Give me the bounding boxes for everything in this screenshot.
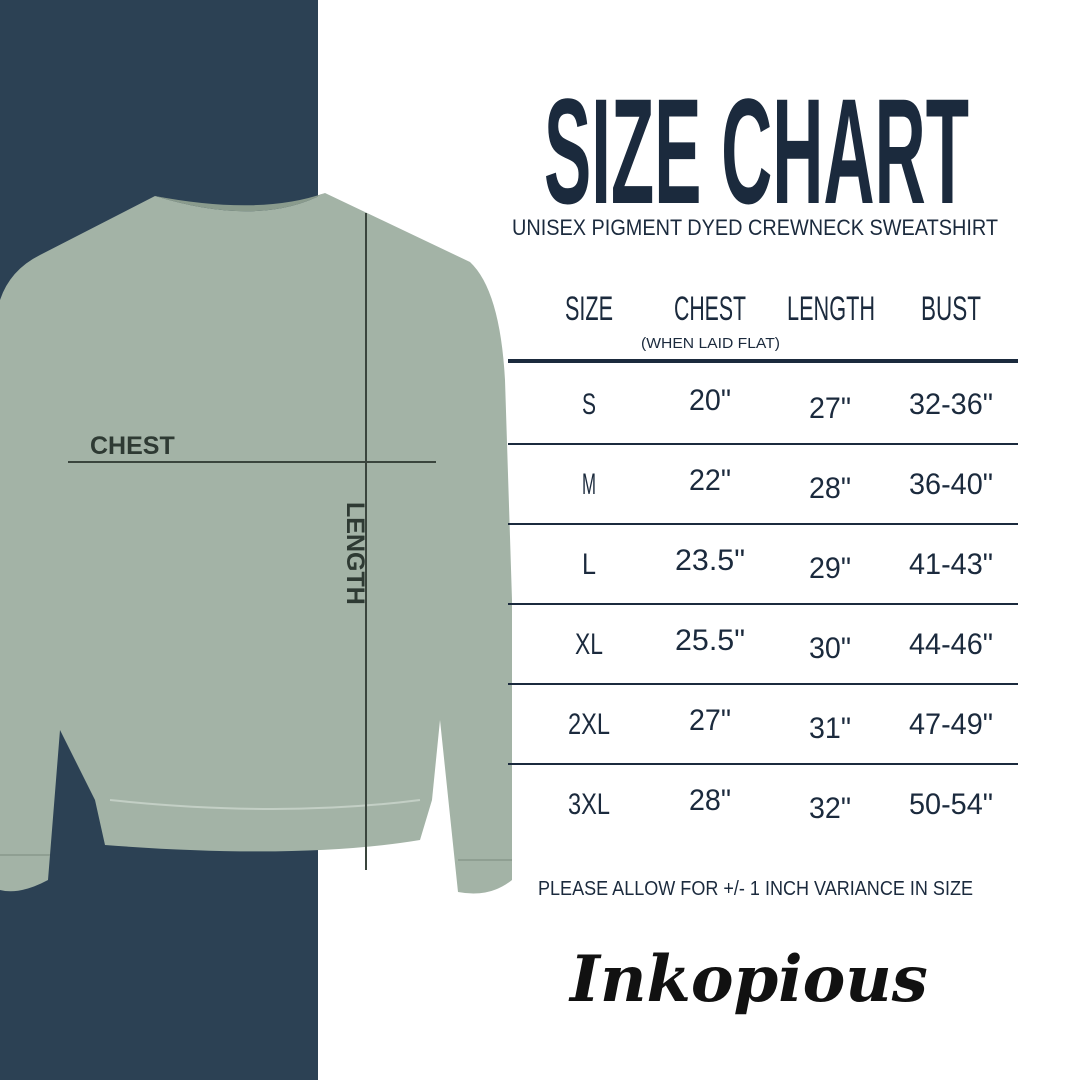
table-cell-size: S: [582, 388, 596, 421]
table-cell-size: 2XL: [568, 708, 610, 741]
table-cell-bust: 41-43": [909, 548, 993, 581]
table-cell-size: L: [582, 548, 596, 581]
sweatshirt-body: [0, 193, 512, 894]
table-cell-length: 27": [809, 392, 851, 425]
table-cell-chest: 28": [689, 784, 731, 817]
table-cell-size: XL: [575, 628, 603, 661]
header-bust: BUST: [921, 290, 981, 328]
table-cell-length: 31": [809, 712, 851, 745]
header-divider: [508, 359, 1018, 363]
size-table: SIZE CHEST LENGTH BUST (WHEN LAID FLAT) …: [508, 290, 1018, 825]
table-cell-bust: 32-36": [909, 388, 993, 421]
row-divider: [508, 763, 1018, 765]
table-cell-size: 3XL: [568, 788, 610, 821]
table-cell-bust: 44-46": [909, 628, 993, 661]
table-cell-bust: 47-49": [909, 708, 993, 741]
table-cell-bust: 50-54": [909, 788, 993, 821]
table-cell-chest: 25.5": [675, 624, 745, 657]
row-divider: [508, 523, 1018, 525]
sweatshirt-image: [0, 193, 512, 894]
length-label: LENGTH: [341, 502, 369, 605]
chest-note: (WHEN LAID FLAT): [641, 335, 780, 352]
table-cell-chest: 27": [689, 704, 731, 737]
subtitle: UNISEX PIGMENT DYED CREWNECK SWEATSHIRT: [512, 215, 998, 240]
table-cell-length: 32": [809, 792, 851, 825]
table-cell-length: 29": [809, 552, 851, 585]
table-cell-chest: 23.5": [675, 544, 745, 577]
page-title: SIZE CHART: [544, 67, 969, 235]
row-divider: [508, 443, 1018, 445]
brand-logo: Inkopious: [570, 942, 928, 1017]
table-cell-size: M: [582, 468, 596, 501]
disclaimer: PLEASE ALLOW FOR +/- 1 INCH VARIANCE IN …: [538, 878, 973, 900]
chest-label: CHEST: [90, 432, 175, 460]
header-size: SIZE: [565, 290, 613, 328]
table-cell-bust: 36-40": [909, 468, 993, 501]
header-chest: CHEST: [674, 290, 746, 328]
table-cell-length: 30": [809, 632, 851, 665]
header-length: LENGTH: [787, 290, 875, 328]
row-divider: [508, 683, 1018, 685]
table-cell-chest: 22": [689, 464, 731, 497]
table-cell-length: 28": [809, 472, 851, 505]
table-cell-chest: 20": [689, 384, 731, 417]
row-divider: [508, 603, 1018, 605]
